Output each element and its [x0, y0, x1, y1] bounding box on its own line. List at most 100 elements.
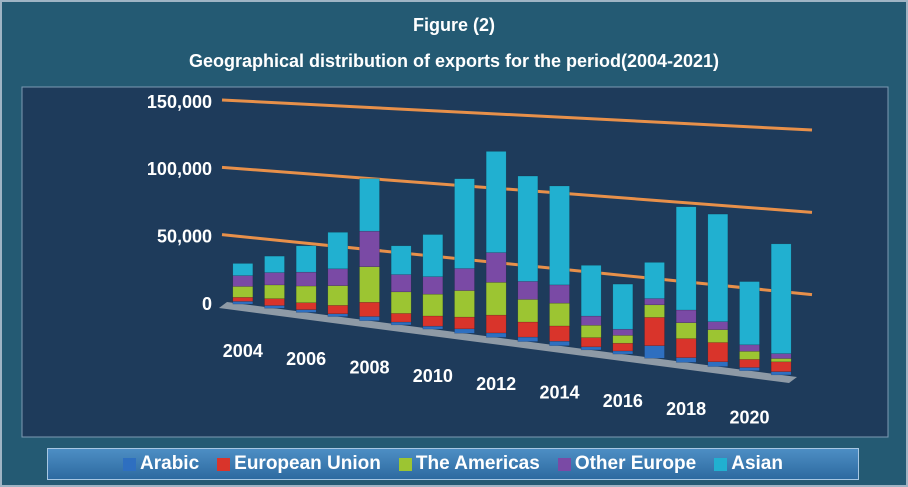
bar-segment: [422, 293, 444, 317]
bar-segment: [675, 206, 697, 311]
y-tick-label: 0: [202, 294, 212, 314]
bar-segment: [327, 232, 349, 270]
bar-segment: [264, 305, 285, 309]
bar-segment: [707, 321, 729, 330]
bar-segment: [549, 340, 570, 346]
bar-segment: [295, 309, 317, 313]
bar-segment: [517, 336, 539, 342]
bar-segment: [454, 316, 475, 330]
floor: [219, 302, 797, 383]
legend-swatch: [398, 457, 412, 471]
bar-segment: [232, 263, 254, 276]
chart-title: Figure (2): [413, 15, 495, 35]
bar-segment: [327, 268, 349, 286]
legend-swatch: [714, 457, 728, 471]
bar-segment: [739, 367, 760, 371]
bar-segment: [327, 313, 349, 317]
bar-segment: [390, 245, 412, 275]
bar-segment: [390, 274, 412, 293]
bar-segment: [264, 255, 285, 273]
bar-segment: [707, 361, 729, 367]
bar-segment: [675, 357, 697, 363]
bar-segment: [517, 175, 539, 282]
bar-segment: [359, 266, 380, 303]
legend-item: The Americas: [398, 453, 540, 475]
grid-line: [221, 98, 813, 132]
bar-segment: [612, 350, 634, 355]
legend-item: Arabic: [123, 453, 199, 475]
legend-label: Other Europe: [574, 453, 697, 474]
legend-label: European Union: [234, 453, 381, 474]
bar-segment: [359, 316, 380, 321]
bar-segment: [359, 230, 380, 267]
bar-segment: [454, 328, 475, 334]
legend-item: Other Europe: [557, 453, 697, 475]
bar-segment: [739, 344, 760, 352]
bar-segment: [739, 281, 760, 346]
x-tick-label: 2004: [223, 341, 263, 361]
x-tick-label: 2012: [476, 374, 516, 394]
bar-segment: [612, 335, 634, 344]
bar-segment: [422, 315, 444, 327]
bar-segment: [485, 282, 507, 316]
bar-segment: [454, 268, 475, 291]
bar-segment: [485, 252, 507, 283]
bar-segment: [707, 329, 729, 343]
legend-swatch: [123, 457, 137, 471]
bar-segment: [390, 291, 412, 314]
bar-segment: [422, 276, 444, 295]
legend-item: Asian: [714, 453, 783, 475]
bar-segment: [770, 371, 792, 376]
bar-segment: [517, 299, 539, 323]
bar-segment: [485, 332, 507, 338]
bar-segment: [390, 313, 412, 323]
bar-segment: [675, 322, 697, 339]
bar-segment: [264, 272, 285, 286]
bar-segment: [739, 359, 760, 368]
x-tick-label: 2018: [666, 399, 706, 419]
bar-segment: [770, 353, 792, 359]
bar-segment: [770, 243, 792, 354]
bar-segment: [644, 262, 665, 299]
bar-segment: [359, 178, 380, 232]
bar-segment: [770, 361, 792, 372]
bar-segment: [675, 338, 697, 358]
bar-segment: [327, 285, 349, 306]
bar-segment: [485, 314, 507, 334]
x-tick-label: 2014: [539, 383, 579, 403]
bar-segment: [580, 325, 602, 338]
legend-swatch: [557, 457, 571, 471]
y-tick-label: 100,000: [147, 159, 212, 179]
legend-label: The Americas: [415, 453, 540, 474]
bar-segment: [517, 321, 539, 338]
bar-segment: [232, 286, 254, 298]
legend-label: Asian: [731, 453, 783, 474]
x-tick-label: 2008: [349, 358, 389, 378]
legend: Arabic European Union The Americas Other Eu…: [47, 448, 859, 480]
bar-segment: [422, 234, 444, 277]
bar-segment: [549, 284, 570, 304]
bar-segment: [612, 328, 634, 336]
bar-segment: [295, 271, 317, 287]
legend-swatch: [217, 457, 231, 471]
bar-segment: [770, 358, 792, 363]
bar-segment: [580, 346, 602, 351]
bar-segment: [644, 304, 665, 318]
x-tick-label: 2006: [286, 349, 326, 369]
bar-segment: [612, 283, 634, 330]
bar-segment: [422, 325, 444, 330]
bar-segment: [232, 297, 254, 302]
x-tick-label: 2020: [729, 408, 769, 428]
bar-segment: [232, 301, 254, 305]
bar-segment: [295, 302, 317, 310]
bar-segment: [707, 342, 729, 363]
bar-segment: [264, 298, 285, 306]
bar-segment: [454, 290, 475, 318]
x-tick-label: 2010: [413, 366, 453, 386]
bar-segment: [454, 178, 475, 269]
grid-line: [221, 165, 813, 214]
bar-segment: [549, 185, 570, 286]
bar-segment: [707, 213, 729, 322]
